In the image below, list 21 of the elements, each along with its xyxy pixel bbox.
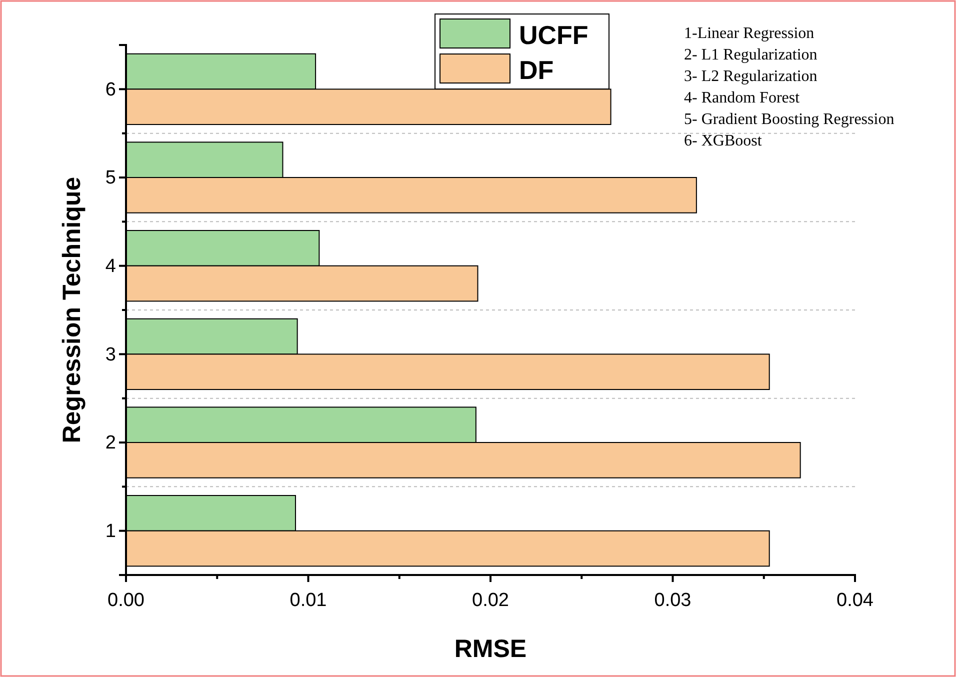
x-tick-label: 0.01 [290,590,327,611]
x-tick-label: 0.03 [654,590,692,611]
y-tick-label: 5 [105,168,116,189]
y-tick-label: 1 [105,520,116,542]
annotation: 5- Gradient Boosting Regression [684,111,894,128]
x-tick-label: 0.02 [472,590,509,611]
y-tick-label: 2 [105,432,116,454]
y-axis-title: Regression Technique [58,176,86,444]
y-tick-label: 3 [105,344,116,366]
text: 1-Linear Regression [684,25,814,42]
legend-label: UCFF [519,20,588,50]
legend-label: DF [519,55,554,85]
annotation: 2- L1 Regularization [684,46,818,64]
annotation: 3- L2 Regularization [684,68,818,85]
x-tick-label: 0.00 [108,590,144,611]
x-axis-title: RMSE [454,635,527,663]
y-tick-label: 4 [105,256,116,277]
annotation: 4- Random Forest [684,90,800,106]
y-tick-label: 6 [105,79,116,100]
x-tick-label: 0.04 [836,590,874,611]
annotation: 6- XGBoost [684,132,762,150]
